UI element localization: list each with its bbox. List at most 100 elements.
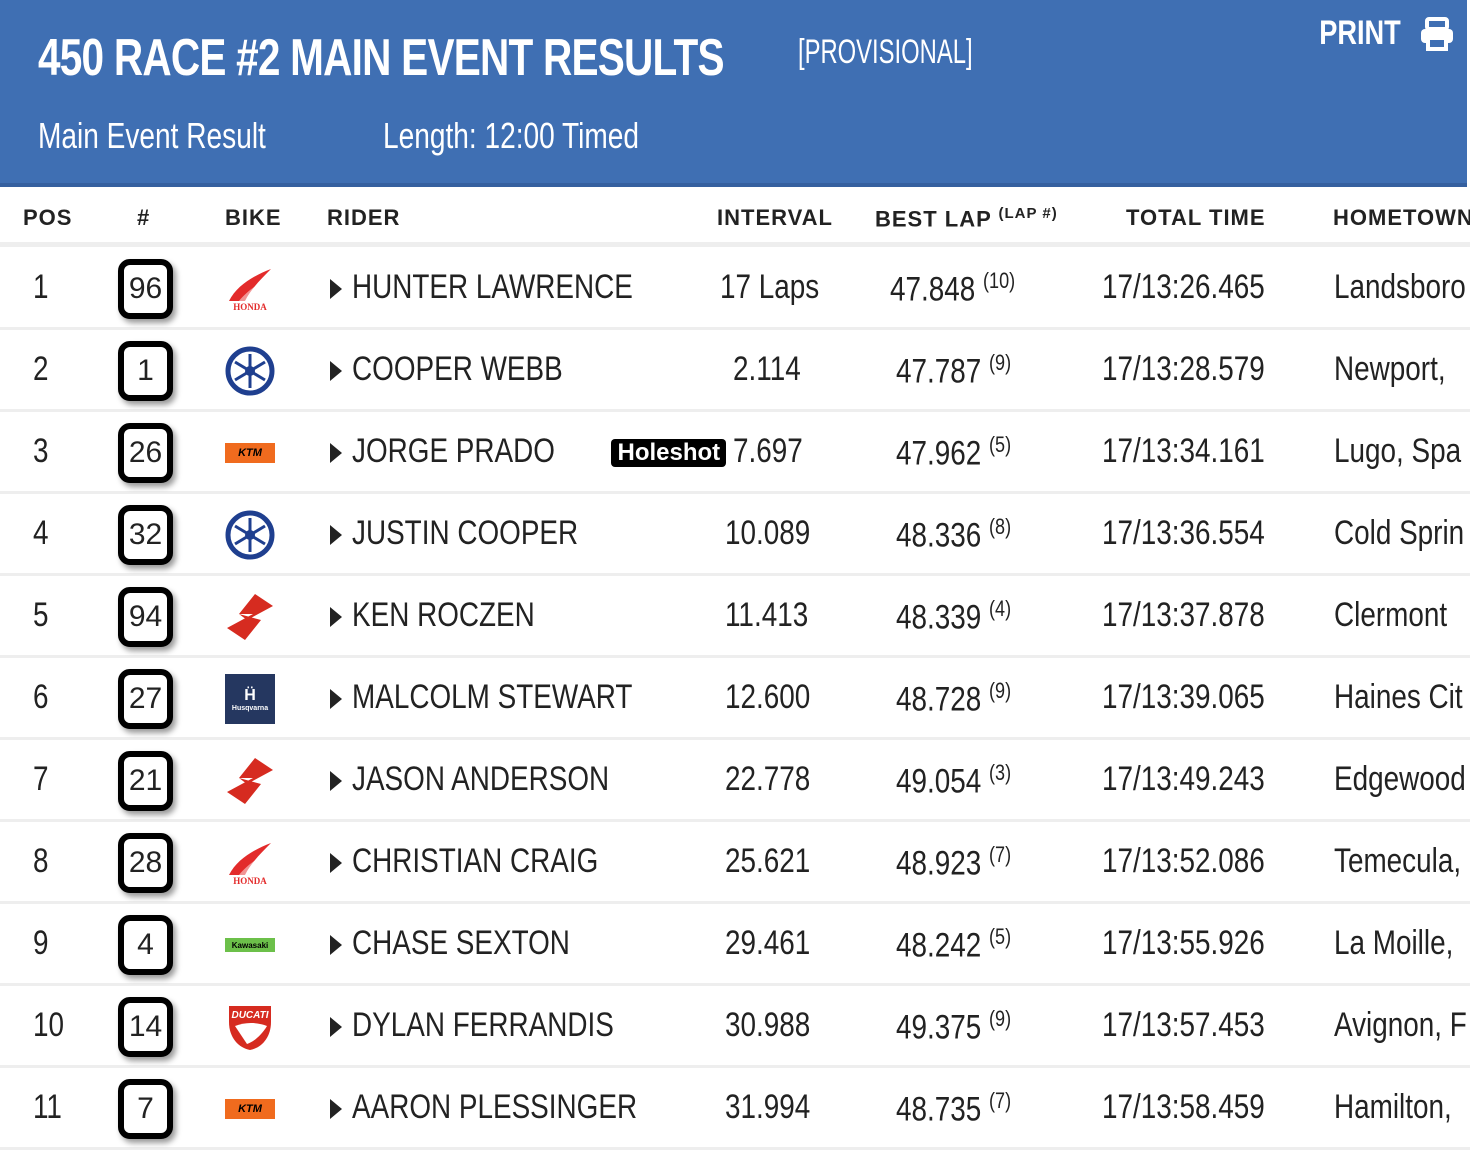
interval: 11.413: [725, 596, 809, 634]
best-lap-number: (7): [989, 1088, 1012, 1113]
rider-number-plate: 94: [118, 587, 173, 647]
rider-link[interactable]: JUSTIN COOPER: [330, 514, 628, 553]
total-time: 17/13:39.065: [1102, 678, 1265, 716]
col-hometown[interactable]: HOMETOWN: [1333, 205, 1470, 230]
suzuki-logo-icon: [225, 592, 275, 642]
expand-triangle-icon: [330, 443, 342, 464]
interval: 30.988: [725, 1006, 811, 1044]
position: 2: [33, 350, 49, 388]
rider-name: CHASE SEXTON: [352, 924, 570, 962]
best-lap: 48.735 (7): [896, 1088, 1011, 1129]
table-row: 7 21 JASON ANDERSON 22.778 49.054 (3) 17…: [0, 740, 1470, 822]
table-row: 9 4 Kawasaki CHASE SEXTON 29.461 48.242 …: [0, 904, 1470, 986]
best-lap-time: 49.054: [896, 762, 982, 801]
print-button[interactable]: PRINT: [1309, 14, 1455, 53]
best-lap-time: 48.242: [896, 926, 982, 965]
best-lap: 47.848 (10): [890, 268, 1015, 309]
expand-triangle-icon: [330, 361, 342, 382]
interval: 12.600: [725, 678, 811, 716]
interval: 25.621: [725, 842, 811, 880]
interval: 22.778: [725, 760, 811, 798]
col-interval[interactable]: INTERVAL: [717, 205, 833, 230]
table-row: 1 96 HONDA HUNTER LAWRENCE 17 Laps 47.84…: [0, 248, 1470, 330]
holeshot-badge: Holeshot: [611, 439, 727, 468]
expand-triangle-icon: [330, 853, 342, 874]
col-bike[interactable]: BIKE: [225, 205, 282, 230]
best-lap-time: 47.848: [890, 270, 976, 309]
total-time: 17/13:55.926: [1102, 924, 1265, 962]
expand-triangle-icon: [330, 1017, 342, 1038]
best-lap-time: 48.339: [896, 598, 982, 637]
race-length: Length: 12:00 Timed: [383, 115, 640, 156]
ducati-logo-icon: DUCATI: [225, 1002, 275, 1052]
rider-name: MALCOLM STEWART: [352, 678, 633, 716]
best-lap: 49.375 (9): [896, 1006, 1011, 1047]
suzuki-logo-icon: [225, 756, 275, 806]
best-lap: 48.339 (4): [896, 596, 1011, 637]
expand-triangle-icon: [330, 935, 342, 956]
expand-triangle-icon: [330, 525, 342, 546]
rider-link[interactable]: COOPER WEBB: [330, 350, 609, 389]
best-lap-time: 47.962: [896, 434, 982, 473]
col-total-time[interactable]: TOTAL TIME: [1126, 205, 1266, 230]
provisional-label: [PROVISIONAL]: [798, 33, 973, 71]
expand-triangle-icon: [330, 771, 342, 792]
best-lap-number: (5): [989, 924, 1012, 949]
husqvarna-logo-icon: Ḧ Husqvarna: [225, 674, 275, 724]
best-lap-number: (7): [989, 842, 1012, 867]
interval: 17 Laps: [720, 268, 820, 306]
position: 9: [33, 924, 49, 962]
yamaha-logo-icon: [225, 346, 275, 396]
total-time: 17/13:26.465: [1102, 268, 1265, 306]
rider-link[interactable]: CHRISTIAN CRAIG: [330, 842, 652, 881]
best-lap-time: 49.375: [896, 1008, 982, 1047]
total-time: 17/13:36.554: [1102, 514, 1265, 552]
position: 10: [33, 1006, 65, 1044]
interval: 10.089: [725, 514, 811, 552]
table-row: 6 27 Ḧ Husqvarna MALCOLM STEWART 12.600 4…: [0, 658, 1470, 740]
rider-name: CHRISTIAN CRAIG: [352, 842, 599, 880]
hometown: Cold Sprin: [1334, 514, 1465, 552]
rider-number-plate: 26: [118, 423, 173, 483]
best-lap-time: 48.336: [896, 516, 982, 555]
rider-name: AARON PLESSINGER: [352, 1088, 638, 1126]
rider-link[interactable]: AARON PLESSINGER: [330, 1088, 700, 1127]
best-lap-number: (8): [989, 514, 1012, 539]
rider-number-plate: 21: [118, 751, 173, 811]
rider-link[interactable]: JASON ANDERSON: [330, 760, 666, 799]
best-lap-label: BEST LAP: [875, 206, 992, 232]
rider-number-plate: 96: [118, 259, 173, 319]
rider-link[interactable]: HUNTER LAWRENCE: [330, 268, 695, 307]
total-time: 17/13:37.878: [1102, 596, 1265, 634]
col-number[interactable]: #: [137, 205, 151, 230]
position: 11: [33, 1088, 62, 1126]
total-time: 17/13:34.161: [1102, 432, 1265, 470]
hometown: Clermont: [1334, 596, 1448, 634]
total-time: 17/13:58.459: [1102, 1088, 1265, 1126]
rider-link[interactable]: KEN ROCZEN: [330, 596, 575, 635]
best-lap: 47.787 (9): [896, 350, 1011, 391]
hometown: Edgewood: [1334, 760, 1466, 798]
rider-number-plate: 27: [118, 669, 173, 729]
rider-link[interactable]: DYLAN FERRANDIS: [330, 1006, 671, 1045]
page-title: 450 RACE #2 MAIN EVENT RESULTS: [38, 29, 725, 87]
interval: 7.697: [733, 432, 803, 470]
best-lap-number: (9): [989, 1006, 1012, 1031]
rider-link[interactable]: MALCOLM STEWART: [330, 678, 694, 717]
total-time: 17/13:57.453: [1102, 1006, 1265, 1044]
hometown: La Moille,: [1334, 924, 1454, 962]
rider-link[interactable]: CHASE SEXTON: [330, 924, 618, 963]
col-rider[interactable]: RIDER: [327, 205, 401, 230]
col-pos[interactable]: POS: [23, 205, 73, 230]
expand-triangle-icon: [330, 607, 342, 628]
col-best-lap[interactable]: BEST LAP (LAP #): [875, 205, 1058, 232]
print-label: PRINT: [1319, 14, 1401, 52]
position: 7: [33, 760, 49, 798]
table-row: 11 7 KTM AARON PLESSINGER 31.994 48.735 …: [0, 1068, 1470, 1150]
best-lap: 48.336 (8): [896, 514, 1011, 555]
rider-number-plate: 4: [118, 915, 173, 975]
subtitle: Main Event Result: [38, 115, 266, 156]
position: 5: [33, 596, 49, 634]
rider-link[interactable]: JORGE PRADO Holeshot: [330, 432, 727, 471]
table-row: 2 1 COOPER WEBB 2.114 47.787 (9) 17/13:2…: [0, 330, 1470, 412]
